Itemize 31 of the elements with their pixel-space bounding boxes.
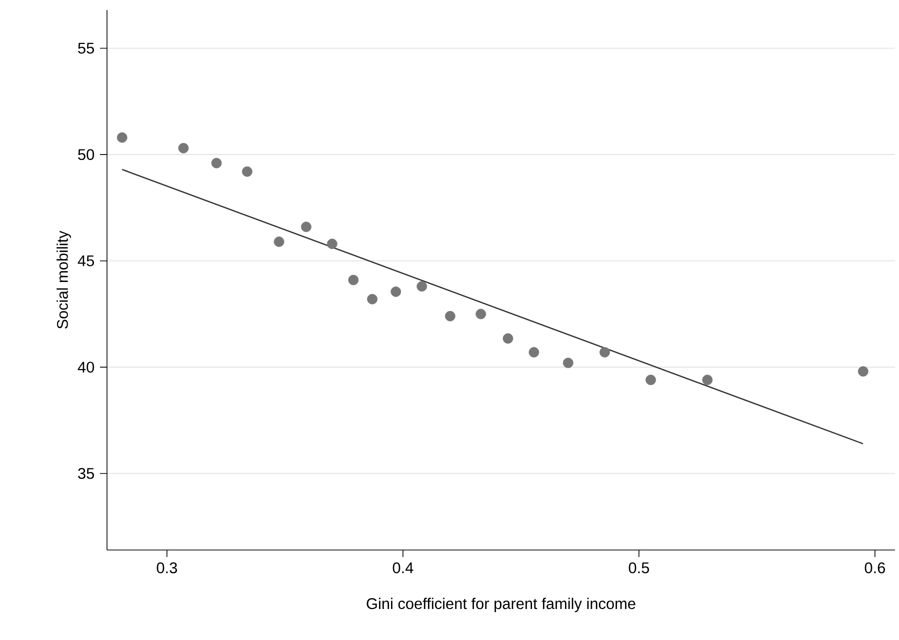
point (600, 347, 610, 358)
y-tick-label: 35 (78, 468, 94, 479)
point (528, 347, 540, 358)
point (274, 236, 284, 247)
point (348, 274, 359, 286)
x-axis-title: Gini coefficient for parent family income (366, 598, 636, 612)
y-tick-label: 45 (78, 255, 94, 266)
point (858, 366, 868, 377)
point (416, 281, 428, 292)
point (211, 158, 222, 168)
point (476, 308, 486, 320)
point (702, 374, 713, 386)
point (116, 132, 128, 143)
x-tick-label: 0.3 (156, 562, 177, 574)
point (390, 286, 402, 297)
point (326, 238, 338, 250)
x-tick-label: 0.6 (864, 562, 886, 574)
x-tick-label: 0.4 (392, 562, 414, 574)
y-tick-label: 55 (78, 42, 94, 54)
y-axis-title: Social mobility (56, 230, 71, 329)
y-tick-label: 40 (78, 362, 94, 373)
point (300, 222, 312, 232)
x-tick-label: 0.5 (628, 562, 650, 574)
point (444, 310, 456, 322)
point (502, 333, 514, 344)
y-tick-label: 50 (78, 149, 94, 160)
point (562, 358, 574, 368)
point (646, 374, 656, 386)
point (178, 142, 189, 154)
point (242, 166, 252, 177)
point (367, 294, 378, 304)
